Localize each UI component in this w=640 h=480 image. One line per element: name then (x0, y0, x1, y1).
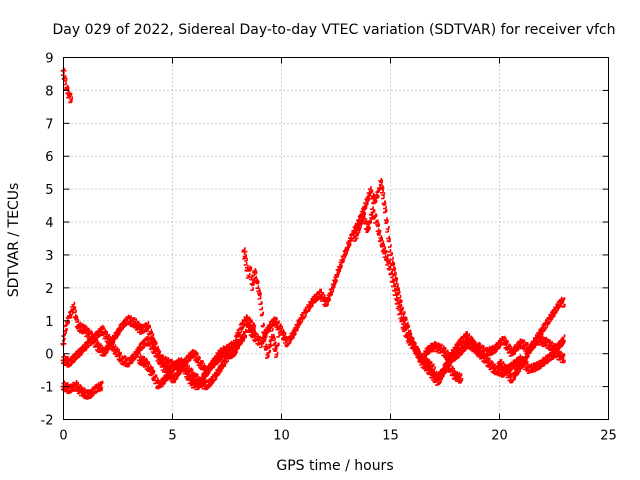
x-tick-label: 20 (491, 429, 508, 444)
x-axis-label: GPS time / hours (276, 458, 393, 474)
x-tick-labels: 0 5 10 15 20 25 (59, 429, 616, 444)
y-tick-label: -2 (41, 414, 54, 429)
series-arc-5 (136, 340, 239, 391)
y-tick-label: 4 (45, 216, 53, 231)
series-arc-8 (352, 206, 481, 386)
series-arc-11 (496, 296, 566, 384)
y-tick-label: 8 (45, 84, 53, 99)
series-arc-6 (241, 247, 281, 359)
axis-ticks (63, 57, 609, 420)
x-tick-label: 5 (168, 429, 176, 444)
series-arc-2 (60, 380, 104, 400)
data-points (60, 67, 566, 400)
x-tick-label: 15 (382, 429, 399, 444)
chart-title: Day 029 of 2022, Sidereal Day-to-day VTE… (52, 22, 615, 38)
y-tick-labels: -2 -1 0 1 2 3 4 5 6 7 8 9 (41, 52, 54, 429)
x-tick-label: 25 (600, 429, 617, 444)
y-tick-label: 9 (45, 52, 53, 67)
plot-frame (63, 57, 609, 420)
y-tick-label: 2 (45, 282, 53, 297)
x-tick-label: 0 (59, 429, 67, 444)
y-tick-label: -1 (41, 381, 54, 396)
y-tick-label: 7 (45, 117, 53, 132)
series-arc-1 (60, 67, 73, 104)
y-tick-label: 5 (45, 183, 53, 198)
y-tick-label: 3 (45, 249, 53, 264)
y-axis-label: SDTVAR / TECUs (6, 183, 22, 298)
y-tick-label: 0 (45, 348, 53, 363)
y-tick-label: 6 (45, 150, 53, 165)
y-tick-label: 1 (45, 315, 53, 330)
x-tick-label: 10 (273, 429, 290, 444)
grid (63, 57, 609, 420)
